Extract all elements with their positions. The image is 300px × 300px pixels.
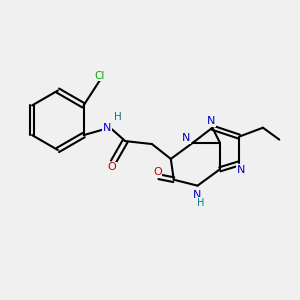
Text: N: N: [103, 123, 111, 133]
Text: O: O: [153, 167, 162, 177]
Text: H: H: [197, 198, 204, 208]
Text: O: O: [107, 162, 116, 172]
Text: N: N: [182, 133, 191, 143]
Text: N: N: [207, 116, 215, 126]
Text: Cl: Cl: [95, 71, 105, 81]
Text: N: N: [194, 190, 202, 200]
Text: N: N: [236, 165, 245, 175]
Text: H: H: [114, 112, 122, 122]
